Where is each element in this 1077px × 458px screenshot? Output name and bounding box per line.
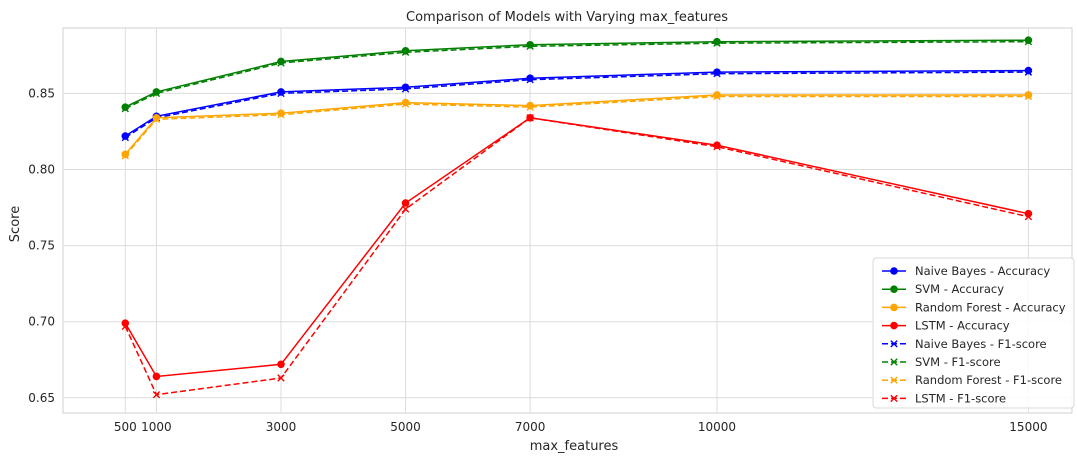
data-point: [152, 113, 161, 122]
data-point: [1024, 66, 1033, 75]
data-point: [713, 141, 721, 149]
chart-title: Comparison of Models with Varying max_fe…: [406, 10, 728, 25]
y-axis-label: Score: [8, 206, 23, 242]
legend-marker: [890, 358, 898, 366]
legend-entry: LSTM - F1-score: [882, 391, 1006, 405]
data-point: [277, 374, 285, 382]
y-tick-label: 0.70: [28, 315, 55, 329]
data-point: [152, 391, 161, 399]
legend-marker: [890, 376, 898, 384]
legend-marker: [890, 340, 898, 348]
data-point: [121, 103, 130, 111]
data-point: [713, 37, 721, 46]
y-tick-label: 0.80: [28, 163, 55, 177]
legend-box: [872, 257, 1075, 409]
legend-label: Random Forest - Accuracy: [915, 300, 1066, 314]
legend-entry: Naive Bayes - Accuracy: [882, 264, 1050, 278]
series-3: [121, 113, 1033, 381]
legend-label: SVM - Accuracy: [915, 282, 1004, 296]
data-point: [277, 360, 285, 369]
data-point: [1024, 209, 1033, 218]
x-tick-label: 5000: [390, 420, 421, 434]
x-axis-label: max_features: [530, 439, 619, 454]
series-1: [121, 36, 1033, 111]
legend-marker: [890, 321, 898, 330]
legend-entry: SVM - F1-score: [882, 355, 1001, 369]
x-tick-label: 10000: [698, 420, 736, 434]
legend: Naive Bayes - Accuracy SVM - Accuracy Rand…: [872, 257, 1075, 409]
data-point: [713, 91, 721, 99]
legend-label: Naive Bayes - F1-score: [915, 337, 1047, 351]
axis-ticks: 500 1000 3000 5000 7000 10000 15000 0.65 0.70 0.7…: [28, 86, 1047, 434]
y-tick-label: 0.65: [28, 391, 55, 405]
x-tick-label: 15000: [1009, 420, 1047, 434]
legend-entry: LSTM - Accuracy: [882, 319, 1010, 333]
x-tick-label: 1000: [141, 420, 172, 434]
data-point: [713, 68, 721, 76]
legend-label: LSTM - Accuracy: [915, 319, 1010, 333]
legend-label: SVM - F1-score: [915, 355, 1001, 369]
data-point: [121, 150, 130, 159]
data-point: [526, 113, 534, 122]
data-point: [401, 47, 410, 55]
y-tick-label: 0.75: [28, 239, 55, 253]
data-point: [152, 372, 161, 381]
data-point: [526, 74, 534, 83]
legend-entry: Random Forest - Accuracy: [882, 300, 1066, 314]
data-point: [401, 199, 410, 207]
data-point: [121, 319, 130, 328]
data-point: [277, 57, 285, 66]
data-point: [121, 132, 130, 140]
data-point: [277, 88, 285, 96]
series-lines: [121, 36, 1033, 399]
data-point: [152, 88, 161, 96]
legend-label: Naive Bayes - Accuracy: [915, 264, 1050, 278]
legend-marker: [890, 267, 898, 275]
legend-label: Random Forest - F1-score: [915, 373, 1062, 387]
legend-entry: SVM - Accuracy: [882, 282, 1004, 296]
legend-marker: [890, 285, 898, 294]
legend-marker: [890, 394, 898, 403]
series-2: [121, 91, 1033, 159]
x-tick-label: 7000: [515, 420, 546, 434]
x-tick-label: 3000: [266, 420, 297, 434]
data-point: [277, 109, 285, 118]
x-tick-label: 500: [114, 420, 137, 434]
legend-entry: Random Forest - F1-score: [882, 373, 1062, 387]
legend-label: LSTM - F1-score: [915, 391, 1006, 405]
data-point: [401, 83, 410, 92]
data-point: [526, 40, 534, 49]
data-point: [1024, 91, 1033, 99]
data-point: [401, 98, 410, 107]
data-point: [1024, 36, 1033, 44]
y-tick-label: 0.85: [28, 86, 55, 100]
legend-marker: [890, 303, 898, 312]
legend-entry: Naive Bayes - F1-score: [882, 337, 1047, 351]
data-point: [526, 101, 534, 110]
